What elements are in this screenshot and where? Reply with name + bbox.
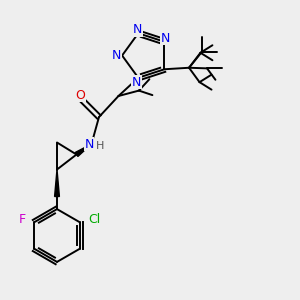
Text: N: N [112, 49, 122, 62]
Text: Cl: Cl [88, 213, 100, 226]
Text: N: N [133, 23, 142, 36]
Text: F: F [19, 213, 26, 226]
Polygon shape [75, 144, 92, 157]
Text: O: O [75, 88, 85, 102]
Text: N: N [84, 137, 94, 151]
Text: H: H [96, 141, 104, 152]
Text: N: N [132, 76, 142, 89]
Text: N: N [160, 32, 170, 45]
Polygon shape [55, 169, 59, 196]
